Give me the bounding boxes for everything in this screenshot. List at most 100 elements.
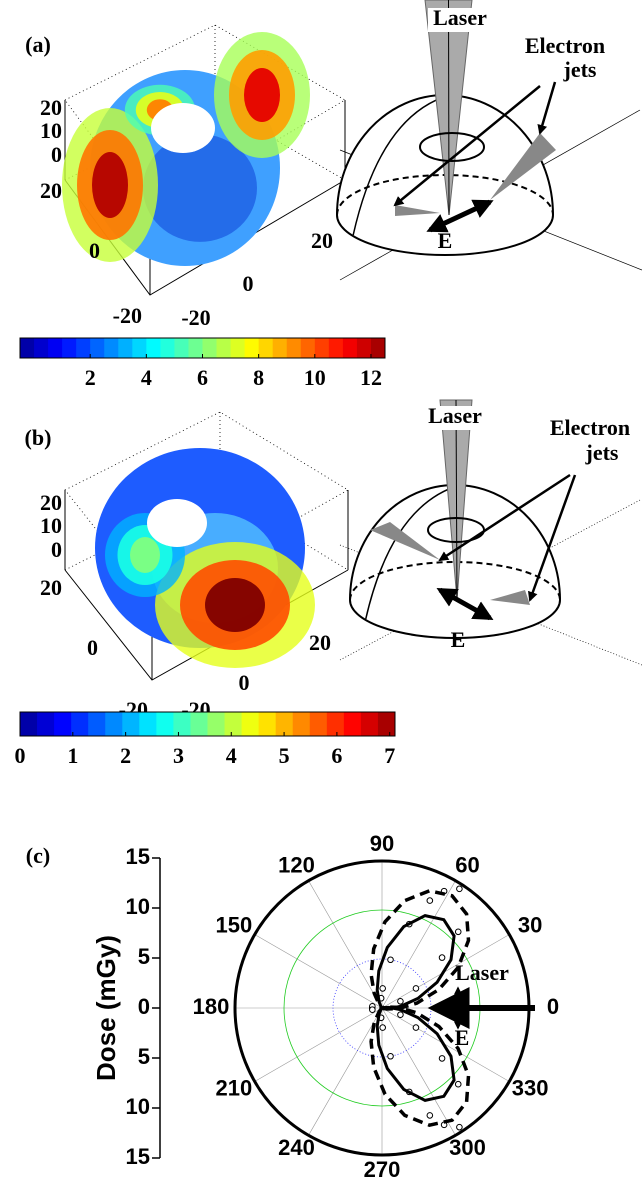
- theta-tick-label: 210: [216, 1075, 253, 1100]
- z-tick-label: 10: [40, 513, 62, 538]
- laser-label: Laser: [433, 5, 487, 30]
- field-label: E: [438, 228, 453, 253]
- colorbar-tick-label: 4: [141, 365, 152, 390]
- x-tick-label: -20: [181, 305, 210, 330]
- theta-tick-label: 150: [216, 912, 253, 937]
- x-tick-label: 0: [239, 670, 250, 695]
- colorbar-tick-label: 3: [173, 743, 184, 768]
- polar-chart: (c)15105051015Dose (mGy)0306090120150180…: [26, 831, 559, 1182]
- theta-grid-line: [255, 935, 382, 1009]
- z-tick-label: 20: [40, 95, 62, 120]
- colorbar-cell: [37, 712, 55, 736]
- colorbar-cell: [208, 712, 226, 736]
- x-tick-label: 20: [309, 630, 331, 655]
- y-tick-label: 10: [126, 1094, 150, 1119]
- theta-tick-label: 240: [278, 1135, 315, 1160]
- field-label: E: [451, 627, 466, 652]
- colorbar-cell: [310, 712, 328, 736]
- colorbar-tick-label: 10: [304, 365, 326, 390]
- colorbar-cell: [259, 712, 277, 736]
- theta-tick-label: 120: [278, 853, 315, 878]
- colorbar-cell: [174, 338, 189, 358]
- colorbar-cell: [118, 338, 133, 358]
- colorbar-cell: [34, 338, 49, 358]
- colorbar-cell: [104, 338, 119, 358]
- colorbar-cell: [54, 712, 72, 736]
- colorbar-cell: [287, 338, 302, 358]
- surface-hole: [147, 499, 207, 547]
- theta-tick-label: 60: [455, 853, 479, 878]
- colorbar-cell: [315, 338, 330, 358]
- surface-hole: [151, 103, 215, 153]
- colorbar-cell: [90, 338, 105, 358]
- colorbar-cell: [188, 338, 203, 358]
- colorbar-cell: [160, 338, 175, 358]
- y-tick-label: 15: [126, 844, 150, 869]
- colorbar-cell: [301, 338, 316, 358]
- colorbar-cell: [217, 338, 232, 358]
- colorbar-cell: [361, 712, 379, 736]
- colorbar-cell: [273, 338, 288, 358]
- y-tick-label: 20: [40, 575, 62, 600]
- theta-tick-label: 270: [364, 1157, 401, 1182]
- colorbar-cell: [245, 338, 260, 358]
- z-tick-label: 0: [51, 142, 62, 167]
- colorbar-cell: [371, 338, 386, 358]
- colorbar-tick-label: 6: [197, 365, 208, 390]
- jets-label: Electron: [525, 33, 605, 58]
- colorbar-cell: [344, 712, 362, 736]
- theta-tick-label: 90: [370, 831, 394, 856]
- y-tick-label: 0: [89, 238, 100, 263]
- x-tick-label: 0: [243, 271, 254, 296]
- data-point: [398, 1012, 404, 1018]
- colorbar-tick-label: 0: [15, 743, 26, 768]
- theta-tick-label: 330: [512, 1075, 549, 1100]
- colorbar-cell: [20, 338, 35, 358]
- y-tick-label: 10: [126, 894, 150, 919]
- data-point: [457, 1124, 463, 1130]
- annotation: Laser: [455, 960, 509, 985]
- panel-label: (c): [26, 843, 50, 868]
- data-point: [380, 1025, 386, 1031]
- colorbar-cell: [105, 712, 123, 736]
- colorbar-tick-label: 1: [67, 743, 78, 768]
- pointer-arrow: [540, 82, 555, 133]
- data-point: [380, 986, 386, 992]
- z-tick-label: 0: [51, 537, 62, 562]
- data-point: [427, 898, 433, 904]
- colorbar-tick-label: 2: [120, 743, 131, 768]
- colorbar-cell: [259, 338, 274, 358]
- colorbar-cell: [190, 712, 208, 736]
- colorbar-cell: [88, 712, 106, 736]
- z-tick-label: 20: [40, 490, 62, 515]
- data-point: [439, 955, 445, 961]
- z-tick-label: 10: [40, 118, 62, 143]
- colorbar-cell: [203, 338, 218, 358]
- y-tick-label: 0: [87, 635, 98, 660]
- colorbar-cell: [122, 712, 140, 736]
- jets-label: jets: [563, 57, 597, 82]
- surface-blob: [92, 152, 128, 218]
- colorbar-cell: [132, 338, 147, 358]
- y-tick-label: 5: [138, 1044, 150, 1069]
- theta-grid-line: [255, 1008, 382, 1082]
- data-point: [388, 957, 394, 963]
- annotation: E: [455, 1025, 470, 1050]
- colorbar-cell: [242, 712, 260, 736]
- colorbar-tick-label: 6: [331, 743, 342, 768]
- colorbar-tick-label: 7: [384, 743, 395, 768]
- laser-axis: [449, 0, 450, 215]
- colorbar-cell: [357, 338, 372, 358]
- data-point: [413, 986, 419, 992]
- colorbar-cell: [378, 712, 396, 736]
- colorbar-cell: [329, 338, 344, 358]
- figure: (a)20100200-20-2002024681012LaserElectro…: [0, 0, 642, 1196]
- data-point: [455, 1081, 461, 1087]
- colorbar-cell: [62, 338, 77, 358]
- colorbar-cell: [156, 712, 174, 736]
- surface-blob: [205, 578, 265, 632]
- y-tick-label: 0: [138, 994, 150, 1019]
- colorbar-tick-label: 12: [360, 365, 382, 390]
